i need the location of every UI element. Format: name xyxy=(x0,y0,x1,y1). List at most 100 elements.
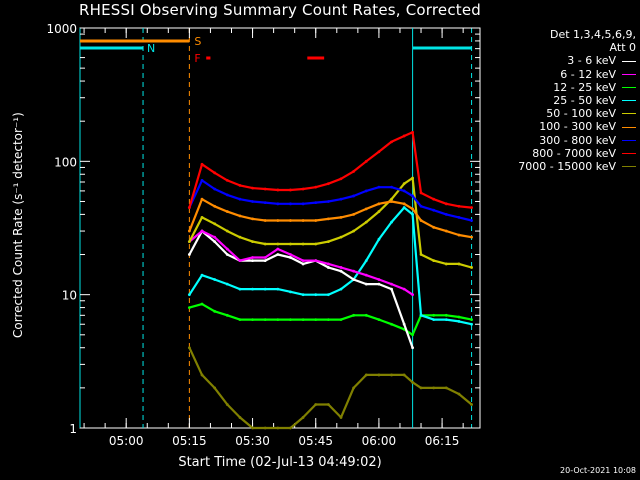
data-point xyxy=(301,219,305,222)
legend-entry-swatch xyxy=(622,126,636,128)
data-point xyxy=(289,188,292,192)
data-point xyxy=(352,194,356,198)
data-point xyxy=(225,229,229,233)
data-point xyxy=(326,240,330,244)
legend-entry-swatch xyxy=(622,166,636,168)
data-point xyxy=(200,273,204,277)
series-line-800-7000-kev xyxy=(188,131,472,209)
data-point xyxy=(213,222,217,226)
data-point xyxy=(457,204,461,208)
data-point xyxy=(238,235,242,239)
data-point xyxy=(457,315,461,319)
data-point xyxy=(390,287,393,291)
legend-entry-swatch xyxy=(622,60,636,62)
data-point xyxy=(276,287,280,291)
legend-entry-label: 7000 - 15000 keV xyxy=(518,160,616,174)
data-point xyxy=(200,373,204,377)
data-point xyxy=(187,206,191,209)
data-point xyxy=(364,273,368,277)
x-tick-label-5: 06:15 xyxy=(425,434,460,448)
data-point xyxy=(314,259,318,263)
data-point xyxy=(326,403,330,406)
data-point xyxy=(251,318,254,322)
night-flag-label: N xyxy=(147,42,155,55)
data-point xyxy=(377,185,381,189)
data-point xyxy=(364,282,368,286)
data-point xyxy=(251,240,254,244)
data-point xyxy=(263,219,267,222)
data-point xyxy=(352,313,356,317)
x-tick-label-0: 05:00 xyxy=(109,434,144,448)
data-point xyxy=(200,302,204,306)
data-point xyxy=(225,247,229,251)
y-tick-label-2: 100 xyxy=(54,155,77,169)
data-point xyxy=(314,242,318,246)
data-point xyxy=(314,403,318,406)
data-point xyxy=(390,373,393,377)
data-point xyxy=(419,253,423,256)
data-point xyxy=(352,229,356,233)
data-point xyxy=(276,253,280,256)
x-tick-label-3: 05:45 xyxy=(298,434,333,448)
data-point xyxy=(301,416,305,419)
data-point xyxy=(390,200,393,203)
legend-entry-swatch xyxy=(622,113,636,115)
data-point xyxy=(314,185,318,189)
data-point xyxy=(213,187,217,191)
data-point xyxy=(352,386,356,390)
data-point xyxy=(390,185,393,189)
series-line-25-50-kev xyxy=(188,206,472,326)
legend-entry-label: 12 - 25 keV xyxy=(553,80,616,94)
data-point xyxy=(432,259,436,263)
data-point xyxy=(402,182,406,186)
data-point xyxy=(314,219,318,222)
data-point xyxy=(377,282,381,286)
data-point xyxy=(225,210,229,213)
legend-entry: 12 - 25 keV xyxy=(484,81,636,94)
data-point xyxy=(225,313,229,317)
data-point xyxy=(238,287,242,291)
data-point xyxy=(251,426,254,430)
data-point xyxy=(339,177,343,181)
data-point xyxy=(444,212,448,216)
data-point xyxy=(411,212,415,216)
data-point xyxy=(419,386,423,390)
data-point xyxy=(289,202,292,206)
legend-entry: 800 - 7000 keV xyxy=(484,147,636,160)
series-line-7000-15000-kev xyxy=(188,347,473,430)
data-point xyxy=(276,219,280,222)
data-point xyxy=(326,200,330,203)
x-tick-label-4: 06:00 xyxy=(362,434,397,448)
legend-entry-swatch xyxy=(622,139,636,141)
data-point xyxy=(364,207,368,211)
data-point xyxy=(301,242,305,246)
data-point xyxy=(432,386,436,390)
data-point xyxy=(314,293,318,297)
legend-entry: 6 - 12 keV xyxy=(484,68,636,81)
data-point xyxy=(289,219,292,222)
data-point xyxy=(377,237,381,241)
data-point xyxy=(444,262,448,266)
data-point xyxy=(225,403,229,406)
data-point xyxy=(339,287,343,291)
data-point xyxy=(444,202,448,206)
data-point xyxy=(411,333,415,337)
legend-entry-label: 25 - 50 keV xyxy=(553,94,616,108)
data-point xyxy=(411,130,415,134)
data-point xyxy=(419,219,423,222)
data-point xyxy=(364,373,368,377)
footer-timestamp: 20-Oct-2021 10:08 xyxy=(560,466,636,475)
x-tick-label-1: 05:15 xyxy=(172,434,207,448)
legend-entry-swatch xyxy=(622,152,636,154)
legend-entry: 50 - 100 keV xyxy=(484,107,636,120)
data-point xyxy=(289,290,292,294)
y-tick-label-1: 10 xyxy=(62,289,77,303)
data-point xyxy=(225,193,229,197)
data-point xyxy=(339,318,343,322)
data-point xyxy=(432,197,436,201)
data-point xyxy=(402,287,406,291)
data-point xyxy=(326,217,330,221)
plot-frame xyxy=(79,27,481,429)
